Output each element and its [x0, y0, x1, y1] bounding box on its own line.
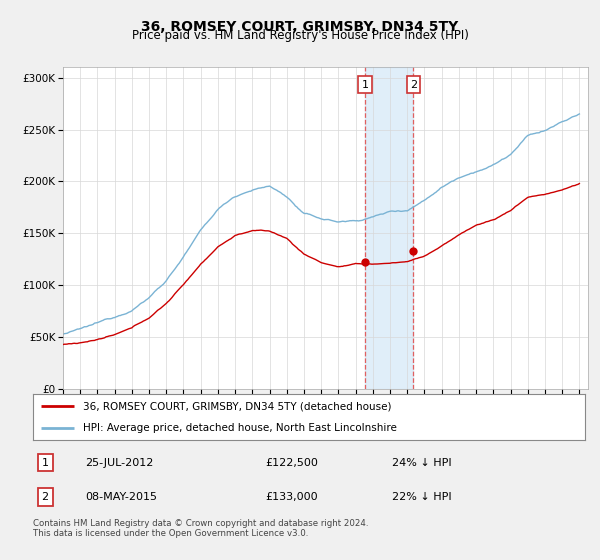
Bar — [365, 67, 413, 389]
Text: 36, ROMSEY COURT, GRIMSBY, DN34 5TY (detached house): 36, ROMSEY COURT, GRIMSBY, DN34 5TY (det… — [83, 401, 391, 411]
Text: 22% ↓ HPI: 22% ↓ HPI — [392, 492, 451, 502]
Text: £122,500: £122,500 — [265, 458, 318, 468]
Text: 08-MAY-2015: 08-MAY-2015 — [85, 492, 157, 502]
Text: 25-JUL-2012: 25-JUL-2012 — [85, 458, 154, 468]
Text: HPI: Average price, detached house, North East Lincolnshire: HPI: Average price, detached house, Nort… — [83, 423, 397, 433]
Text: 36, ROMSEY COURT, GRIMSBY, DN34 5TY: 36, ROMSEY COURT, GRIMSBY, DN34 5TY — [142, 20, 458, 34]
Text: 2: 2 — [410, 80, 417, 90]
Text: Contains HM Land Registry data © Crown copyright and database right 2024.
This d: Contains HM Land Registry data © Crown c… — [33, 519, 368, 538]
Text: 1: 1 — [362, 80, 369, 90]
Text: Price paid vs. HM Land Registry's House Price Index (HPI): Price paid vs. HM Land Registry's House … — [131, 29, 469, 42]
Text: 24% ↓ HPI: 24% ↓ HPI — [392, 458, 451, 468]
Text: 1: 1 — [41, 458, 49, 468]
Text: £133,000: £133,000 — [265, 492, 317, 502]
Text: 2: 2 — [41, 492, 49, 502]
